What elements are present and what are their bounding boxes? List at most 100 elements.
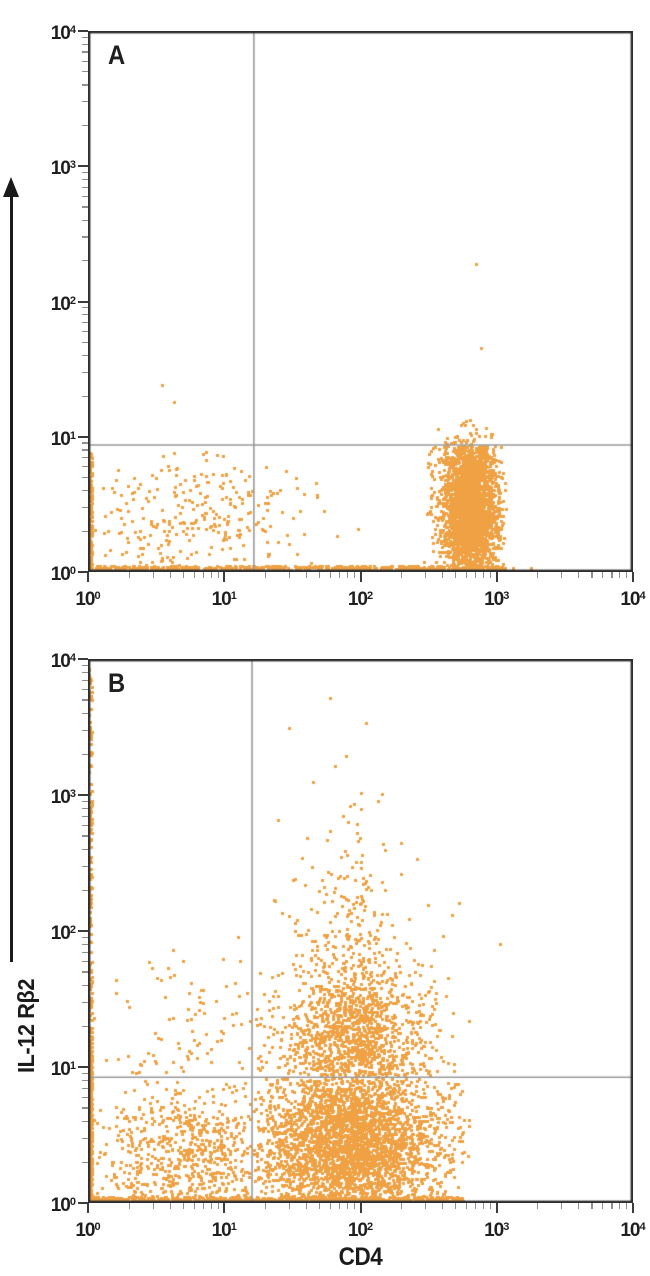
x-minor-tick	[305, 572, 307, 578]
tick-label-base: 10	[50, 23, 71, 44]
tick-label-exponent: 2	[69, 294, 76, 307]
x-minor-tick	[338, 572, 341, 578]
y-major-tick	[78, 165, 88, 168]
x-minor-tick	[591, 1203, 593, 1209]
x-minor-tick	[442, 572, 444, 578]
x-tick-label: 101	[194, 586, 254, 610]
x-minor-tick	[210, 1203, 212, 1209]
y-minor-tick	[82, 712, 88, 714]
y-minor-tick	[82, 1107, 88, 1109]
tick-label-exponent: 4	[69, 24, 76, 36]
x-minor-tick	[346, 572, 348, 578]
x-minor-tick	[626, 572, 628, 578]
y-minor-tick	[82, 984, 88, 986]
x-tick-label: 101	[194, 1217, 254, 1241]
tick-label-exponent: 1	[230, 590, 237, 602]
tick-label-exponent: 3	[69, 159, 76, 172]
y-tick-label: 103	[32, 784, 76, 808]
x-minor-tick	[346, 1203, 348, 1209]
y-axis-arrow-head-icon	[3, 177, 19, 197]
x-minor-tick	[455, 572, 457, 578]
y-minor-tick	[82, 1079, 88, 1081]
y-minor-tick	[82, 125, 88, 127]
y-minor-tick	[82, 71, 88, 73]
x-major-tick	[495, 1203, 498, 1213]
y-minor-tick	[82, 341, 88, 343]
x-major-tick	[223, 1203, 226, 1213]
y-minor-tick	[82, 530, 88, 532]
y-minor-tick	[82, 753, 88, 755]
y-minor-tick	[82, 371, 88, 373]
y-minor-tick	[82, 865, 88, 867]
x-minor-tick	[578, 1203, 580, 1209]
y-minor-tick	[82, 1001, 88, 1003]
tick-label-exponent: 2	[69, 924, 76, 936]
tick-label-base: 10	[620, 589, 640, 610]
y-tick-label: 103	[32, 155, 76, 179]
x-minor-tick	[401, 572, 403, 578]
y-minor-tick	[82, 307, 88, 309]
x-tick-label: 100	[58, 1217, 118, 1241]
y-minor-tick	[82, 43, 88, 45]
tick-label-exponent: 0	[94, 590, 101, 602]
x-tick-label: 104	[603, 586, 650, 610]
x-minor-tick	[611, 572, 613, 578]
y-minor-tick	[82, 1087, 88, 1089]
y-minor-tick	[82, 314, 88, 316]
x-minor-tick	[611, 1203, 613, 1209]
y-minor-tick	[82, 195, 88, 197]
tick-label-base: 10	[50, 1059, 71, 1080]
y-minor-tick	[82, 835, 88, 837]
x-minor-tick	[152, 1203, 154, 1209]
tick-label-base: 10	[347, 1220, 368, 1241]
x-minor-tick	[288, 1203, 290, 1209]
y-minor-tick	[82, 951, 88, 953]
y-minor-tick	[82, 679, 88, 681]
y-minor-tick	[82, 688, 88, 690]
x-major-tick	[359, 1203, 362, 1213]
x-major-tick	[495, 572, 498, 582]
panel-a-plot	[88, 31, 633, 572]
tick-label-base: 10	[50, 787, 71, 808]
x-minor-tick	[264, 572, 266, 578]
y-minor-tick	[82, 815, 88, 817]
x-minor-tick	[182, 572, 184, 578]
y-minor-tick	[82, 699, 88, 701]
x-minor-tick	[602, 1203, 604, 1209]
y-minor-tick	[82, 449, 88, 451]
y-minor-tick	[82, 729, 88, 731]
y-minor-tick	[82, 476, 88, 479]
y-minor-tick	[82, 936, 88, 938]
y-minor-tick	[82, 457, 88, 459]
x-minor-tick	[182, 1203, 184, 1209]
x-minor-tick	[169, 572, 171, 578]
y-minor-tick	[82, 101, 88, 103]
x-minor-tick	[591, 572, 593, 578]
tick-label-exponent: 1	[230, 1221, 237, 1233]
tick-label-exponent: 4	[639, 590, 646, 602]
y-minor-tick	[82, 466, 88, 468]
x-minor-tick	[217, 572, 219, 578]
x-tick-label: 104	[603, 1217, 650, 1241]
y-minor-tick	[82, 824, 88, 826]
y-minor-tick	[82, 206, 88, 208]
tick-label-base: 10	[484, 1220, 504, 1241]
x-minor-tick	[128, 1203, 130, 1209]
tick-label-base: 10	[50, 293, 71, 315]
y-minor-tick	[82, 807, 88, 809]
x-minor-tick	[442, 1203, 444, 1209]
y-major-tick	[78, 1202, 88, 1204]
x-minor-tick	[169, 1203, 171, 1209]
y-minor-tick	[82, 60, 88, 62]
y-major-tick	[78, 658, 88, 660]
y-minor-tick	[82, 321, 88, 324]
x-tick-label: 103	[467, 1217, 527, 1241]
tick-label-exponent: 3	[69, 788, 76, 800]
x-minor-tick	[475, 572, 477, 578]
y-minor-tick	[82, 51, 88, 53]
y-minor-tick	[82, 442, 88, 444]
x-minor-tick	[537, 1203, 539, 1209]
tick-label-exponent: 0	[94, 1221, 101, 1233]
x-minor-tick	[483, 572, 485, 578]
